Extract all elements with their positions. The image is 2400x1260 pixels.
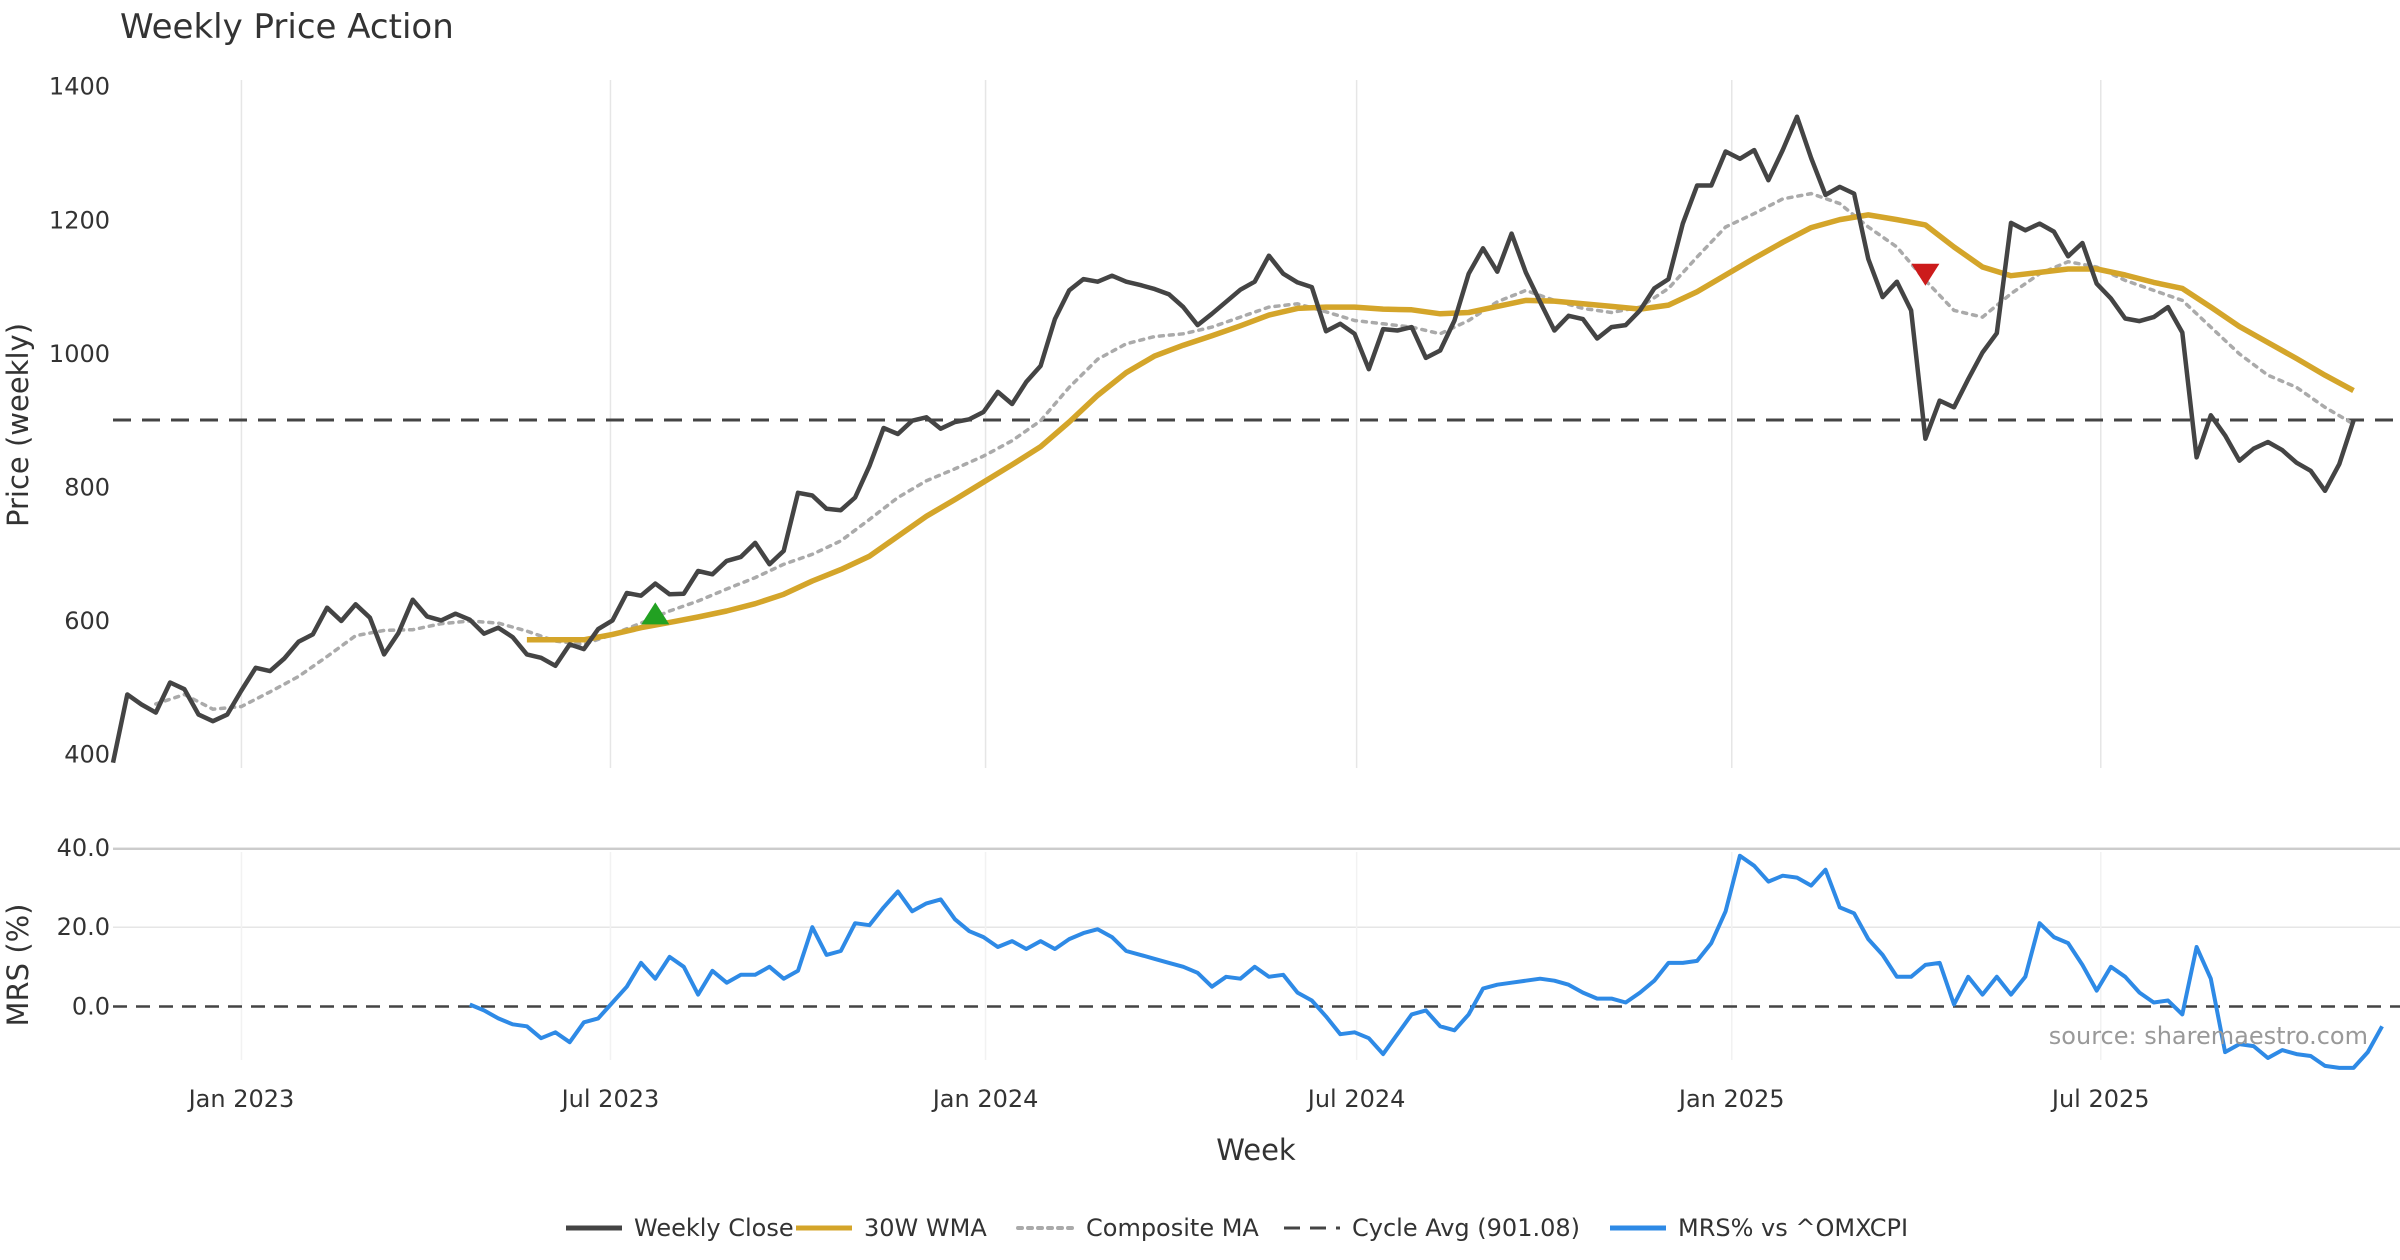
x-tick-label: Jul 2023 bbox=[560, 1085, 660, 1113]
price-y-axis-label: Price (weekly) bbox=[1, 323, 35, 527]
mrs-y-tick-label: 20.0 bbox=[57, 913, 110, 941]
x-tick-label: Jan 2024 bbox=[931, 1085, 1039, 1113]
mrs-series bbox=[113, 853, 2400, 1070]
wma-30w-line bbox=[526, 212, 2355, 643]
price-y-tick-label: 1200 bbox=[49, 206, 110, 234]
price-series bbox=[110, 114, 2400, 764]
price-y-ticks: 400 600 800 1000 1200 1400 bbox=[49, 73, 110, 769]
legend-label: Composite MA bbox=[1086, 1214, 1259, 1242]
composite-ma-line bbox=[154, 191, 2356, 711]
mrs-y-ticks: 0.0 20.0 40.0 bbox=[57, 834, 110, 1021]
mrs-y-axis-label: MRS (%) bbox=[1, 904, 35, 1027]
buy-signal-marker bbox=[641, 602, 670, 625]
price-y-tick-label: 1000 bbox=[49, 340, 110, 368]
price-y-tick-label: 600 bbox=[64, 607, 110, 635]
x-tick-label: Jul 2025 bbox=[2050, 1085, 2150, 1113]
mrs-y-tick-label: 40.0 bbox=[57, 834, 110, 862]
mrs-y-tick-label: 0.0 bbox=[72, 992, 110, 1020]
sell-signal-marker bbox=[1911, 263, 1940, 286]
x-tick-label: Jan 2025 bbox=[1677, 1085, 1785, 1113]
price-y-tick-label: 400 bbox=[64, 741, 110, 769]
chart-title: Weekly Price Action bbox=[120, 7, 454, 47]
legend-label: 30W WMA bbox=[864, 1214, 987, 1242]
source-note: source: sharemaestro.com bbox=[2049, 1022, 2368, 1050]
mrs-line bbox=[469, 853, 2384, 1070]
price-y-tick-label: 1400 bbox=[49, 73, 110, 101]
legend-label: MRS% vs ^OMXCPI bbox=[1678, 1214, 1908, 1242]
legend-label: Cycle Avg (901.08) bbox=[1352, 1214, 1580, 1242]
legend-label: Weekly Close bbox=[634, 1214, 794, 1242]
price-grid bbox=[240, 80, 2102, 768]
price-y-tick-label: 800 bbox=[64, 473, 110, 501]
x-axis-label: Week bbox=[1216, 1133, 1296, 1167]
mrs-grid bbox=[113, 847, 2400, 1060]
x-ticks: Jan 2023 Jul 2023 Jan 2024 Jul 2024 Jan 2025… bbox=[187, 1085, 2150, 1113]
weekly-close-line bbox=[110, 114, 2356, 764]
legend: Weekly Close 30W WMA Composite MA Cycle Avg… bbox=[566, 1214, 1908, 1242]
x-tick-label: Jul 2024 bbox=[1306, 1085, 1406, 1113]
x-tick-label: Jan 2023 bbox=[187, 1085, 295, 1113]
